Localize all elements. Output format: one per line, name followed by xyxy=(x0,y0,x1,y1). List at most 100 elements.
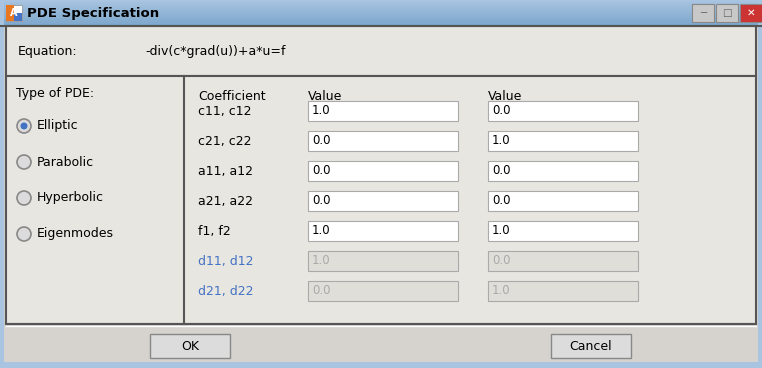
Bar xyxy=(0,18,762,19)
Text: c21, c22: c21, c22 xyxy=(198,134,251,148)
Text: PDE Specification: PDE Specification xyxy=(27,7,159,20)
Text: a21, a22: a21, a22 xyxy=(198,195,253,208)
Bar xyxy=(0,2,762,3)
Bar xyxy=(0,18,762,20)
Bar xyxy=(308,281,458,301)
Bar xyxy=(488,221,638,241)
Text: Equation:: Equation: xyxy=(18,45,78,57)
Text: 0.0: 0.0 xyxy=(492,164,511,177)
Text: Parabolic: Parabolic xyxy=(37,156,94,169)
Bar xyxy=(0,7,762,9)
Bar xyxy=(0,24,762,25)
Text: 0.0: 0.0 xyxy=(312,164,331,177)
Bar xyxy=(6,5,14,13)
Bar xyxy=(692,4,714,22)
Bar xyxy=(488,191,638,211)
Bar xyxy=(758,0,762,368)
Bar xyxy=(0,13,762,15)
Bar xyxy=(6,13,14,21)
Bar xyxy=(6,5,22,21)
Bar xyxy=(0,3,762,4)
Bar xyxy=(0,10,762,11)
Bar xyxy=(0,362,762,368)
Text: ─: ─ xyxy=(700,8,706,18)
Text: Hyperbolic: Hyperbolic xyxy=(37,191,104,205)
Bar xyxy=(488,101,638,121)
Bar xyxy=(716,4,738,22)
Text: a11, a12: a11, a12 xyxy=(198,164,253,177)
Bar xyxy=(150,334,230,358)
Bar xyxy=(14,13,22,21)
Circle shape xyxy=(21,123,27,130)
Bar xyxy=(0,6,762,8)
Bar xyxy=(0,12,762,13)
Text: d21, d22: d21, d22 xyxy=(198,284,254,297)
Text: f1, f2: f1, f2 xyxy=(198,224,231,237)
Text: 1.0: 1.0 xyxy=(312,105,331,117)
Circle shape xyxy=(17,191,31,205)
Bar xyxy=(0,5,762,6)
Bar xyxy=(0,21,762,22)
Text: 0.0: 0.0 xyxy=(312,284,331,297)
Bar xyxy=(0,20,762,21)
Bar xyxy=(0,23,762,24)
Text: Eigenmodes: Eigenmodes xyxy=(37,227,114,241)
Circle shape xyxy=(17,155,31,169)
Circle shape xyxy=(17,227,31,241)
Bar xyxy=(0,22,762,24)
Bar xyxy=(308,131,458,151)
Bar xyxy=(0,0,762,2)
Bar xyxy=(0,0,4,368)
Bar xyxy=(308,161,458,181)
Bar xyxy=(0,16,762,17)
Bar xyxy=(308,101,458,121)
Text: Cancel: Cancel xyxy=(570,340,613,353)
Bar xyxy=(0,1,762,3)
Bar xyxy=(740,4,762,22)
Bar xyxy=(0,4,762,5)
Text: 1.0: 1.0 xyxy=(492,134,511,148)
Bar xyxy=(0,17,762,18)
Bar xyxy=(488,281,638,301)
Text: Elliptic: Elliptic xyxy=(37,120,78,132)
Bar xyxy=(6,26,756,76)
Bar xyxy=(0,20,762,22)
Text: -div(c*grad(u))+a*u=f: -div(c*grad(u))+a*u=f xyxy=(145,45,286,57)
Bar xyxy=(0,15,762,17)
Text: 1.0: 1.0 xyxy=(312,255,331,268)
Text: A: A xyxy=(10,8,18,18)
Text: Value: Value xyxy=(488,89,523,103)
Text: 0.0: 0.0 xyxy=(492,255,511,268)
Text: 0.0: 0.0 xyxy=(312,134,331,148)
Bar xyxy=(0,9,762,10)
Bar xyxy=(0,8,762,10)
Text: OK: OK xyxy=(181,340,199,353)
Bar xyxy=(551,334,631,358)
Bar xyxy=(308,191,458,211)
Bar xyxy=(308,221,458,241)
Bar xyxy=(488,251,638,271)
Text: d11, d12: d11, d12 xyxy=(198,255,254,268)
Text: Coefficient: Coefficient xyxy=(198,89,266,103)
Bar xyxy=(0,11,762,12)
Text: ✕: ✕ xyxy=(747,8,755,18)
Text: □: □ xyxy=(722,8,732,18)
Bar xyxy=(6,76,756,324)
Text: c11, c12: c11, c12 xyxy=(198,105,251,117)
Bar xyxy=(488,131,638,151)
Text: Value: Value xyxy=(308,89,342,103)
Text: Type of PDE:: Type of PDE: xyxy=(16,88,94,100)
Bar xyxy=(0,14,762,15)
Text: 0.0: 0.0 xyxy=(492,105,511,117)
Circle shape xyxy=(17,119,31,133)
Bar xyxy=(308,251,458,271)
Bar xyxy=(0,0,762,1)
Bar xyxy=(0,0,762,2)
Text: 1.0: 1.0 xyxy=(312,224,331,237)
Bar xyxy=(0,25,762,26)
Bar xyxy=(0,13,762,14)
Text: 1.0: 1.0 xyxy=(492,224,511,237)
Text: 0.0: 0.0 xyxy=(492,195,511,208)
Text: 0.0: 0.0 xyxy=(312,195,331,208)
Bar xyxy=(0,6,762,7)
